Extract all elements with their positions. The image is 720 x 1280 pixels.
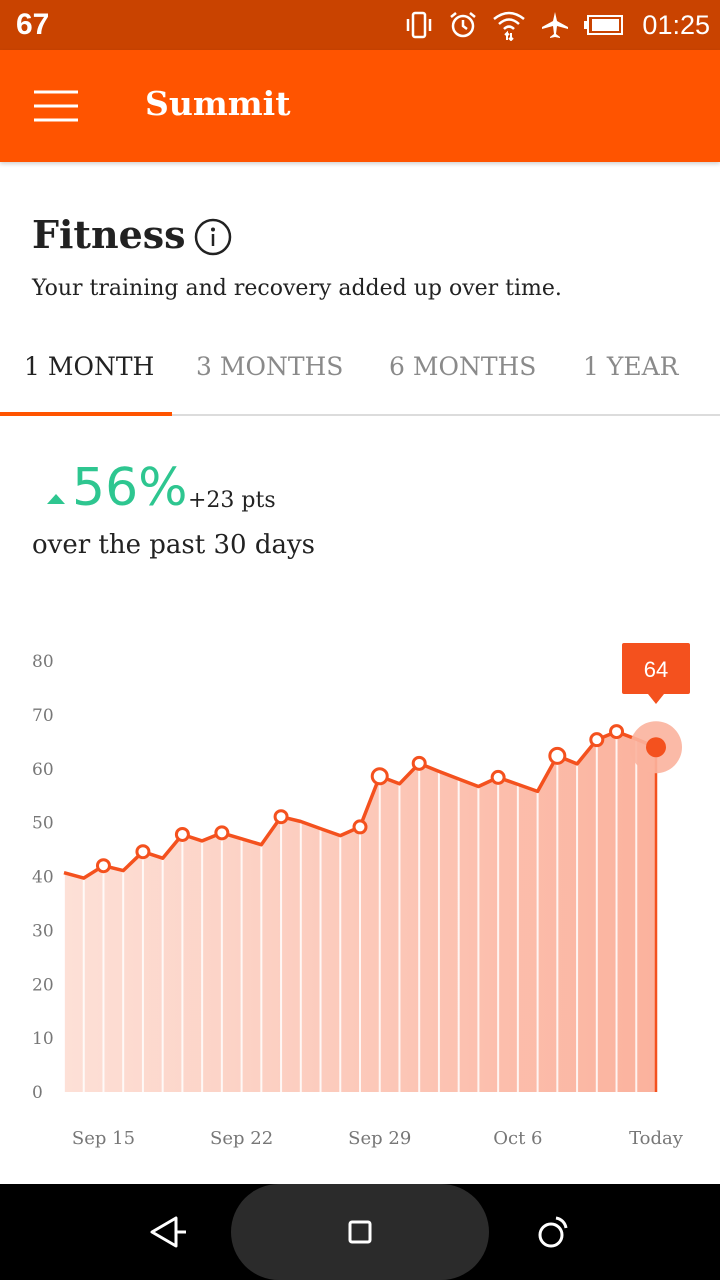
selected-data-point: [646, 737, 666, 758]
status-bar: 67 01:25: [0, 0, 720, 50]
airplane-icon: [540, 10, 570, 40]
app-bar: Summit: [0, 50, 720, 162]
change-points: +23 pts: [188, 488, 276, 513]
recents-icon[interactable]: [536, 1214, 570, 1250]
system-nav-bar: [0, 1184, 720, 1280]
x-tick-label: Sep 29: [348, 1128, 411, 1149]
chart-data-point: [370, 767, 389, 786]
tab-1-month[interactable]: 1 MONTH: [24, 352, 155, 381]
home-icon[interactable]: [348, 1220, 372, 1244]
x-tick-label: Sep 15: [72, 1128, 135, 1149]
chart-data-point: [548, 746, 567, 765]
chart-data-point: [352, 819, 368, 835]
status-time: 01:25: [642, 9, 710, 40]
time-range-tabs: 1 MONTH 3 MONTHS 6 MONTHS 1 YEAR: [0, 330, 720, 416]
chart-data-point: [135, 844, 151, 860]
fitness-chart[interactable]: 0 10 20 30 40 50 60 70 80 Sep 15 Sep 22 Sep 29 Oct …: [0, 620, 720, 1180]
y-tick-label: 80: [32, 652, 54, 672]
change-percent: 56%: [72, 458, 188, 518]
status-icons: 01:25: [404, 0, 710, 50]
status-notification-count: 67: [16, 8, 50, 41]
vibrate-icon: [404, 10, 434, 40]
page-subtitle: Your training and recovery added up over…: [32, 276, 562, 301]
y-tick-label: 20: [32, 975, 54, 995]
page-title: Fitness: [32, 212, 186, 257]
chart-data-point: [273, 809, 289, 825]
x-tick-label: Oct 6: [493, 1128, 542, 1149]
y-tick-label: 30: [32, 921, 54, 941]
chart-data-point: [174, 826, 190, 842]
y-tick-label: 0: [32, 1083, 43, 1103]
tab-3-months[interactable]: 3 MONTHS: [196, 352, 344, 381]
info-icon[interactable]: [194, 218, 232, 256]
y-tick-label: 70: [32, 706, 54, 726]
chart-data-point: [214, 825, 230, 841]
app-title: Summit: [145, 84, 291, 123]
tooltip-pointer: [648, 694, 664, 704]
fitness-chart-svg: 0 10 20 30 40 50 60 70 80 Sep 15 Sep 22 Sep 29 Oct …: [32, 643, 690, 1149]
home-button[interactable]: [231, 1184, 489, 1280]
hamburger-menu-icon[interactable]: [22, 82, 90, 130]
battery-icon: [584, 14, 624, 36]
chart-data-point: [411, 755, 427, 771]
chart-data-point: [95, 858, 111, 874]
chart-data-point: [589, 732, 605, 748]
tooltip-box: [622, 643, 690, 694]
y-tick-label: 40: [32, 868, 54, 888]
tab-1-year[interactable]: 1 YEAR: [583, 352, 679, 381]
y-tick-label: 60: [32, 760, 54, 780]
x-tick-label: Sep 22: [210, 1128, 273, 1149]
x-tick-label: Today: [629, 1128, 684, 1149]
back-icon[interactable]: [146, 1212, 190, 1252]
wifi-icon: [492, 9, 526, 41]
y-tick-label: 50: [32, 814, 54, 834]
y-tick-label: 10: [32, 1029, 54, 1049]
period-description: over the past 30 days: [32, 530, 315, 560]
alarm-icon: [448, 10, 478, 40]
chart-data-point: [609, 724, 625, 740]
chart-data-point: [490, 769, 506, 785]
trend-up-icon: [46, 490, 66, 504]
tooltip-value: 64: [644, 657, 668, 682]
tab-6-months[interactable]: 6 MONTHS: [389, 352, 537, 381]
active-tab-indicator: [0, 412, 172, 416]
